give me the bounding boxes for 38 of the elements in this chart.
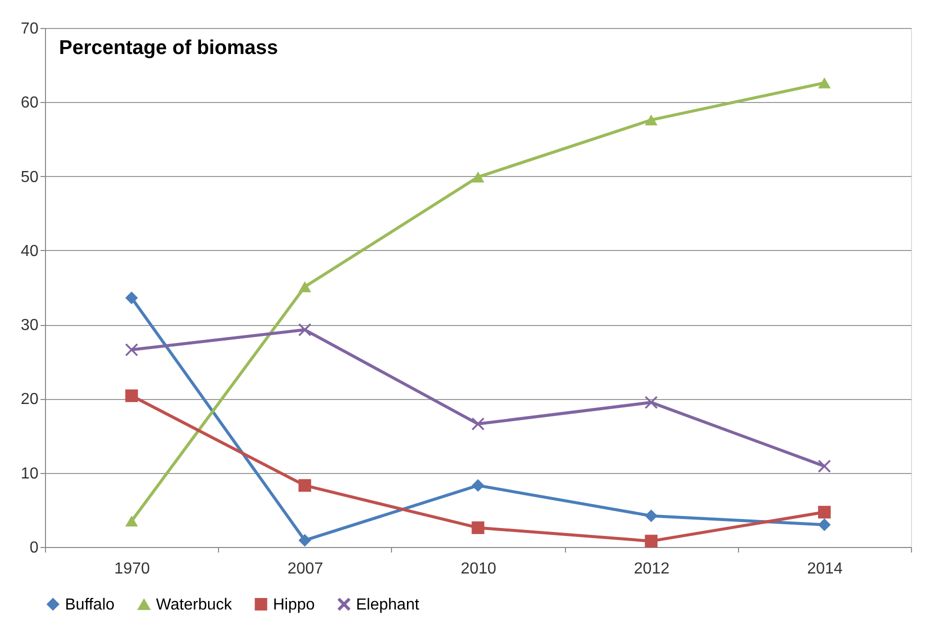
point [298, 479, 312, 492]
y-tick-label: 70 [20, 20, 39, 38]
point [472, 418, 484, 430]
point [644, 510, 658, 522]
y-tick-label: 40 [20, 242, 39, 260]
point [125, 292, 138, 304]
legend-label: Hippo [273, 596, 315, 614]
y-tick-label: 60 [20, 94, 39, 112]
chart-title: Percentage of biomass [59, 37, 278, 59]
x-tick-label: 2012 [634, 560, 670, 578]
point [472, 479, 484, 492]
point [125, 516, 138, 527]
point [644, 114, 658, 126]
x-tick-label: 1970 [114, 560, 150, 578]
legend-label: Elephant [356, 596, 420, 614]
point [125, 343, 138, 356]
point [298, 281, 312, 292]
point [298, 534, 312, 547]
point [818, 460, 831, 473]
legend-label: Waterbuck [156, 596, 233, 614]
point [472, 172, 484, 183]
y-tick-label: 30 [20, 317, 39, 334]
point [472, 521, 484, 534]
x-tick-label: 2007 [288, 560, 324, 578]
point [644, 534, 658, 548]
x-tick-label: 2010 [460, 560, 496, 578]
point [644, 396, 658, 409]
point [818, 518, 831, 532]
point [298, 323, 312, 336]
y-tick-label: 20 [20, 391, 39, 408]
y-tick-label: 0 [30, 540, 39, 556]
point [818, 77, 831, 88]
point [125, 389, 138, 402]
y-tick-label: 50 [20, 168, 39, 186]
legend-label: Buffalo [65, 596, 115, 614]
x-tick-label: 2014 [807, 560, 843, 578]
point [818, 506, 831, 518]
y-tick-label: 10 [20, 465, 39, 482]
